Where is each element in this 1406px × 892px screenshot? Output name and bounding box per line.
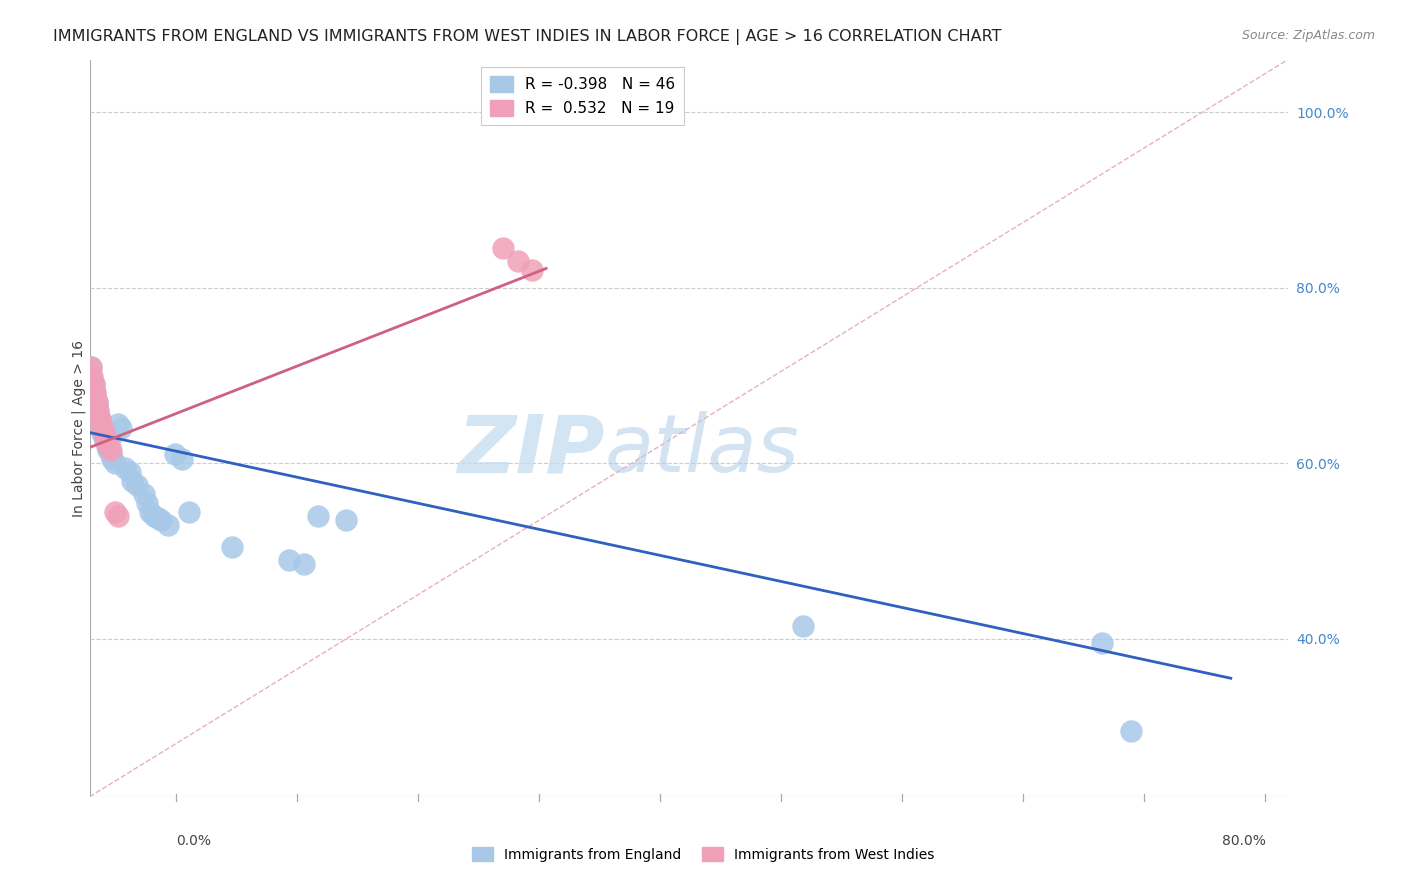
Point xyxy=(86,394,108,409)
Text: 80.0%: 80.0% xyxy=(1222,834,1265,848)
Point xyxy=(146,510,169,524)
Point xyxy=(82,373,104,387)
Point xyxy=(83,377,105,392)
Point xyxy=(165,448,187,462)
Point xyxy=(97,439,120,453)
Point xyxy=(101,451,124,466)
Point xyxy=(520,263,543,277)
Point xyxy=(97,443,120,458)
Point xyxy=(132,487,155,501)
Point xyxy=(86,394,108,409)
Point xyxy=(96,434,118,449)
Point xyxy=(149,513,172,527)
Point xyxy=(94,430,117,444)
Point xyxy=(93,425,115,440)
Point xyxy=(792,618,814,632)
Point xyxy=(89,414,111,428)
Y-axis label: In Labor Force | Age > 16: In Labor Force | Age > 16 xyxy=(72,340,86,516)
Point xyxy=(125,478,148,492)
Point xyxy=(84,386,107,401)
Point xyxy=(157,517,180,532)
Point xyxy=(90,418,112,433)
Point xyxy=(80,359,103,374)
Point xyxy=(1091,636,1114,650)
Point xyxy=(80,359,103,374)
Point xyxy=(107,508,129,523)
Point xyxy=(107,417,129,431)
Point xyxy=(89,412,111,426)
Point xyxy=(100,448,122,462)
Point xyxy=(307,508,329,523)
Point xyxy=(83,377,105,392)
Legend: R = -0.398   N = 46, R =  0.532   N = 19: R = -0.398 N = 46, R = 0.532 N = 19 xyxy=(481,67,685,125)
Point xyxy=(86,399,108,413)
Point xyxy=(91,421,114,435)
Point xyxy=(90,423,112,437)
Point xyxy=(1119,723,1142,738)
Point xyxy=(96,439,118,453)
Text: IMMIGRANTS FROM ENGLAND VS IMMIGRANTS FROM WEST INDIES IN LABOR FORCE | AGE > 16: IMMIGRANTS FROM ENGLAND VS IMMIGRANTS FR… xyxy=(53,29,1002,45)
Point xyxy=(492,241,515,255)
Point xyxy=(100,443,122,458)
Point xyxy=(87,403,110,417)
Point xyxy=(89,412,111,426)
Point xyxy=(179,504,201,518)
Point xyxy=(118,465,141,479)
Point xyxy=(142,508,165,523)
Point xyxy=(335,513,357,527)
Text: ZIP: ZIP xyxy=(457,411,605,490)
Legend: Immigrants from England, Immigrants from West Indies: Immigrants from England, Immigrants from… xyxy=(467,841,939,867)
Point xyxy=(82,368,104,383)
Text: Source: ZipAtlas.com: Source: ZipAtlas.com xyxy=(1241,29,1375,43)
Point xyxy=(84,386,107,401)
Point xyxy=(91,425,114,440)
Point xyxy=(110,421,132,435)
Point xyxy=(83,382,105,396)
Point xyxy=(98,432,121,446)
Point xyxy=(114,460,136,475)
Point xyxy=(278,553,301,567)
Point xyxy=(135,496,157,510)
Point xyxy=(138,504,160,518)
Text: atlas: atlas xyxy=(605,411,800,490)
Point xyxy=(506,254,529,268)
Point xyxy=(221,540,243,554)
Point xyxy=(90,417,112,431)
Point xyxy=(121,474,143,488)
Point xyxy=(172,451,194,466)
Point xyxy=(94,434,117,449)
Point xyxy=(93,430,115,444)
Point xyxy=(84,391,107,405)
Point xyxy=(104,456,127,470)
Point xyxy=(104,504,127,518)
Text: 0.0%: 0.0% xyxy=(176,834,211,848)
Point xyxy=(87,403,110,417)
Point xyxy=(292,557,315,571)
